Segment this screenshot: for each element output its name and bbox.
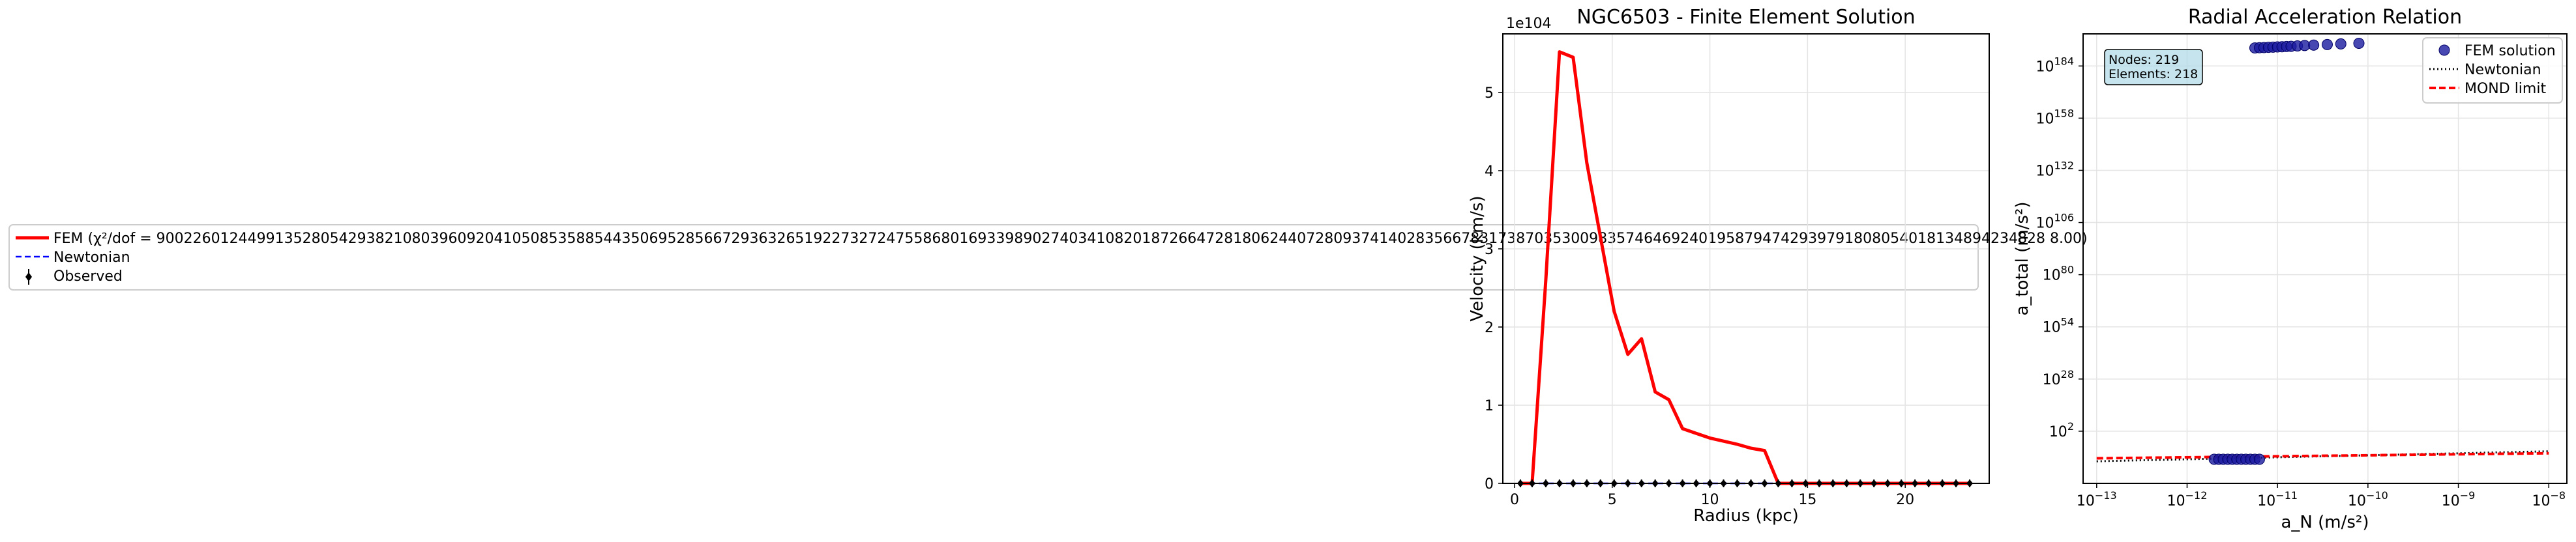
chart2-x-tick-exp: −11: [2275, 489, 2298, 502]
chart2-y-tick-label: 10132: [2036, 159, 2074, 179]
chart2-fem-point: [2335, 38, 2347, 50]
chart2-x-tick-label: 10−8: [2532, 489, 2566, 509]
legend-observed-label: Observed: [53, 268, 123, 285]
chart2-legend-fem-label: FEM solution: [2465, 43, 2556, 59]
chart1-y-tick-label: 3: [1485, 242, 1494, 258]
chart2-title: Radial Acceleration Relation: [2188, 6, 2462, 29]
chart2-y-tick-base: 10: [2043, 372, 2061, 388]
chart2-fem-point: [2308, 39, 2320, 51]
rar-chart: Radial Acceleration Relation 10−13 10−12 1…: [2013, 6, 2568, 532]
chart2-y-tick-label: 1028: [2043, 368, 2074, 388]
left-legend: FEM (χ²/dof = 90022601244991352805429382…: [8, 224, 2088, 291]
chart2-y-tick-base: 10: [2036, 216, 2054, 232]
chart2-y-tick-base: 10: [2036, 163, 2054, 179]
chart2-x-tick-exp: −9: [2460, 489, 2476, 502]
chart2-legend-newtonian-label: Newtonian: [2465, 62, 2541, 78]
chart1-xlabel: Radius (kpc): [1693, 506, 1799, 526]
chart2-x-tick-base: 10: [2532, 493, 2550, 509]
chart1-title: NGC6503 - Finite Element Solution: [1577, 6, 1915, 29]
chart2-x-tick-label: 10−11: [2257, 489, 2298, 509]
chart2-x-tick-label: 10−9: [2442, 489, 2476, 509]
chart1-x-tick-label: 20: [1896, 492, 1914, 508]
chart2-frame: [2082, 33, 2568, 484]
annotation-box: [2104, 49, 2203, 85]
legend-fem-label: FEM (χ²/dof = 90022601244991352805429382…: [53, 231, 2088, 247]
chart2-fem-point: [2321, 38, 2333, 50]
chart2-x-tick-exp: −13: [2095, 489, 2117, 502]
chart1-x-tick-label: 5: [1608, 492, 1617, 508]
chart2-x-tick-base: 10: [2348, 493, 2366, 509]
chart2-y-tick-base: 10: [2043, 320, 2061, 336]
chart1-x-ticks: 0 5 10 15 20: [1510, 483, 1914, 508]
chart2-annotation: Nodes: 219 Elements: 218: [2104, 49, 2203, 85]
chart2-fem-point: [2353, 37, 2365, 49]
chart2-y-tick-exp: 2: [2067, 420, 2074, 433]
chart2-legend-fem-swatch: [2438, 44, 2450, 56]
chart2-y-tick-base: 10: [2036, 111, 2054, 127]
chart2-y-tick-label: 10184: [2036, 55, 2074, 75]
chart2-y-tick-exp: 28: [2061, 368, 2074, 380]
legend-observed-swatch: [25, 269, 32, 285]
chart2-x-tick-base: 10: [2077, 493, 2095, 509]
chart2-x-tick-exp: −10: [2366, 489, 2388, 502]
chart2-y-tick-base: 10: [2036, 59, 2054, 75]
chart2-y-tick-label: 102: [2049, 420, 2074, 440]
chart2-y-tick-exp: 54: [2061, 316, 2074, 328]
chart1-frame: [1502, 33, 1990, 484]
chart1-offset-label: 1e104: [1506, 16, 1552, 32]
chart2-y-tick-label: 1054: [2043, 316, 2074, 336]
chart2-y-tick-exp: 132: [2054, 159, 2074, 171]
chart2-x-tick-base: 10: [2442, 493, 2460, 509]
chart2-y-tick-exp: 106: [2054, 212, 2074, 224]
chart2-y-tick-exp: 184: [2054, 55, 2074, 67]
chart1-y-tick-label: 2: [1485, 320, 1494, 336]
chart2-x-tick-base: 10: [2257, 493, 2275, 509]
chart1-grid: [1503, 34, 1989, 484]
chart2-x-tick-label: 10−10: [2348, 489, 2388, 509]
chart2-x-ticks: 10−13 10−12 10−11 10−10 10−9 10−8: [2077, 483, 2566, 509]
chart2-fem-point: [2253, 453, 2265, 465]
annotation-elements: Elements: 218: [2109, 67, 2198, 81]
chart1-y-ticks: 0 1 2 3 4 5: [1485, 85, 1503, 492]
chart2-y-tick-base: 10: [2043, 268, 2061, 284]
annotation-nodes: Nodes: 219: [2109, 53, 2179, 67]
chart2-legend: FEM solution Newtonian MOND limit: [2422, 37, 2563, 104]
chart1-y-tick-label: 0: [1485, 476, 1494, 492]
fem-velocity-chart: NGC6503 - Finite Element Solution 1e104 …: [1468, 6, 1990, 526]
chart2-legend-frame: [2422, 37, 2563, 104]
chart1-x-tick-label: 10: [1701, 492, 1719, 508]
chart2-mond-line: [2096, 451, 2549, 460]
chart1-ylabel: Velocity (km/s): [1468, 195, 1487, 321]
chart2-newtonian-line: [2096, 450, 2549, 463]
left-legend-frame: [8, 224, 1979, 291]
chart1-y-tick-label: 5: [1485, 85, 1494, 102]
chart2-ylabel: a_total (m/s²): [2013, 202, 2032, 316]
chart2-xlabel: a_N (m/s²): [2281, 513, 2369, 532]
legend-newtonian-label: Newtonian: [53, 250, 130, 266]
chart2-y-tick-label: 1080: [2043, 264, 2074, 284]
chart2-x-tick-exp: −12: [2185, 489, 2208, 502]
chart1-y-tick-label: 1: [1485, 398, 1494, 414]
chart2-y-tick-exp: 80: [2061, 264, 2074, 276]
chart2-plot-area: [2096, 37, 2549, 465]
chart2-x-tick-base: 10: [2167, 493, 2185, 509]
chart2-x-tick-label: 10−13: [2077, 489, 2117, 509]
chart2-y-tick-exp: 158: [2054, 107, 2074, 119]
chart2-x-tick-exp: −8: [2550, 489, 2566, 502]
chart2-legend-mond-label: MOND limit: [2465, 81, 2546, 97]
chart2-x-tick-label: 10−12: [2167, 489, 2208, 509]
chart2-y-tick-label: 10158: [2036, 107, 2074, 127]
chart1-x-tick-label: 0: [1510, 492, 1519, 508]
chart1-y-tick-label: 4: [1485, 164, 1494, 180]
chart2-y-tick-base: 10: [2049, 424, 2067, 440]
chart1-x-tick-label: 15: [1798, 492, 1816, 508]
chart2-y-tick-label: 10106: [2036, 212, 2074, 232]
